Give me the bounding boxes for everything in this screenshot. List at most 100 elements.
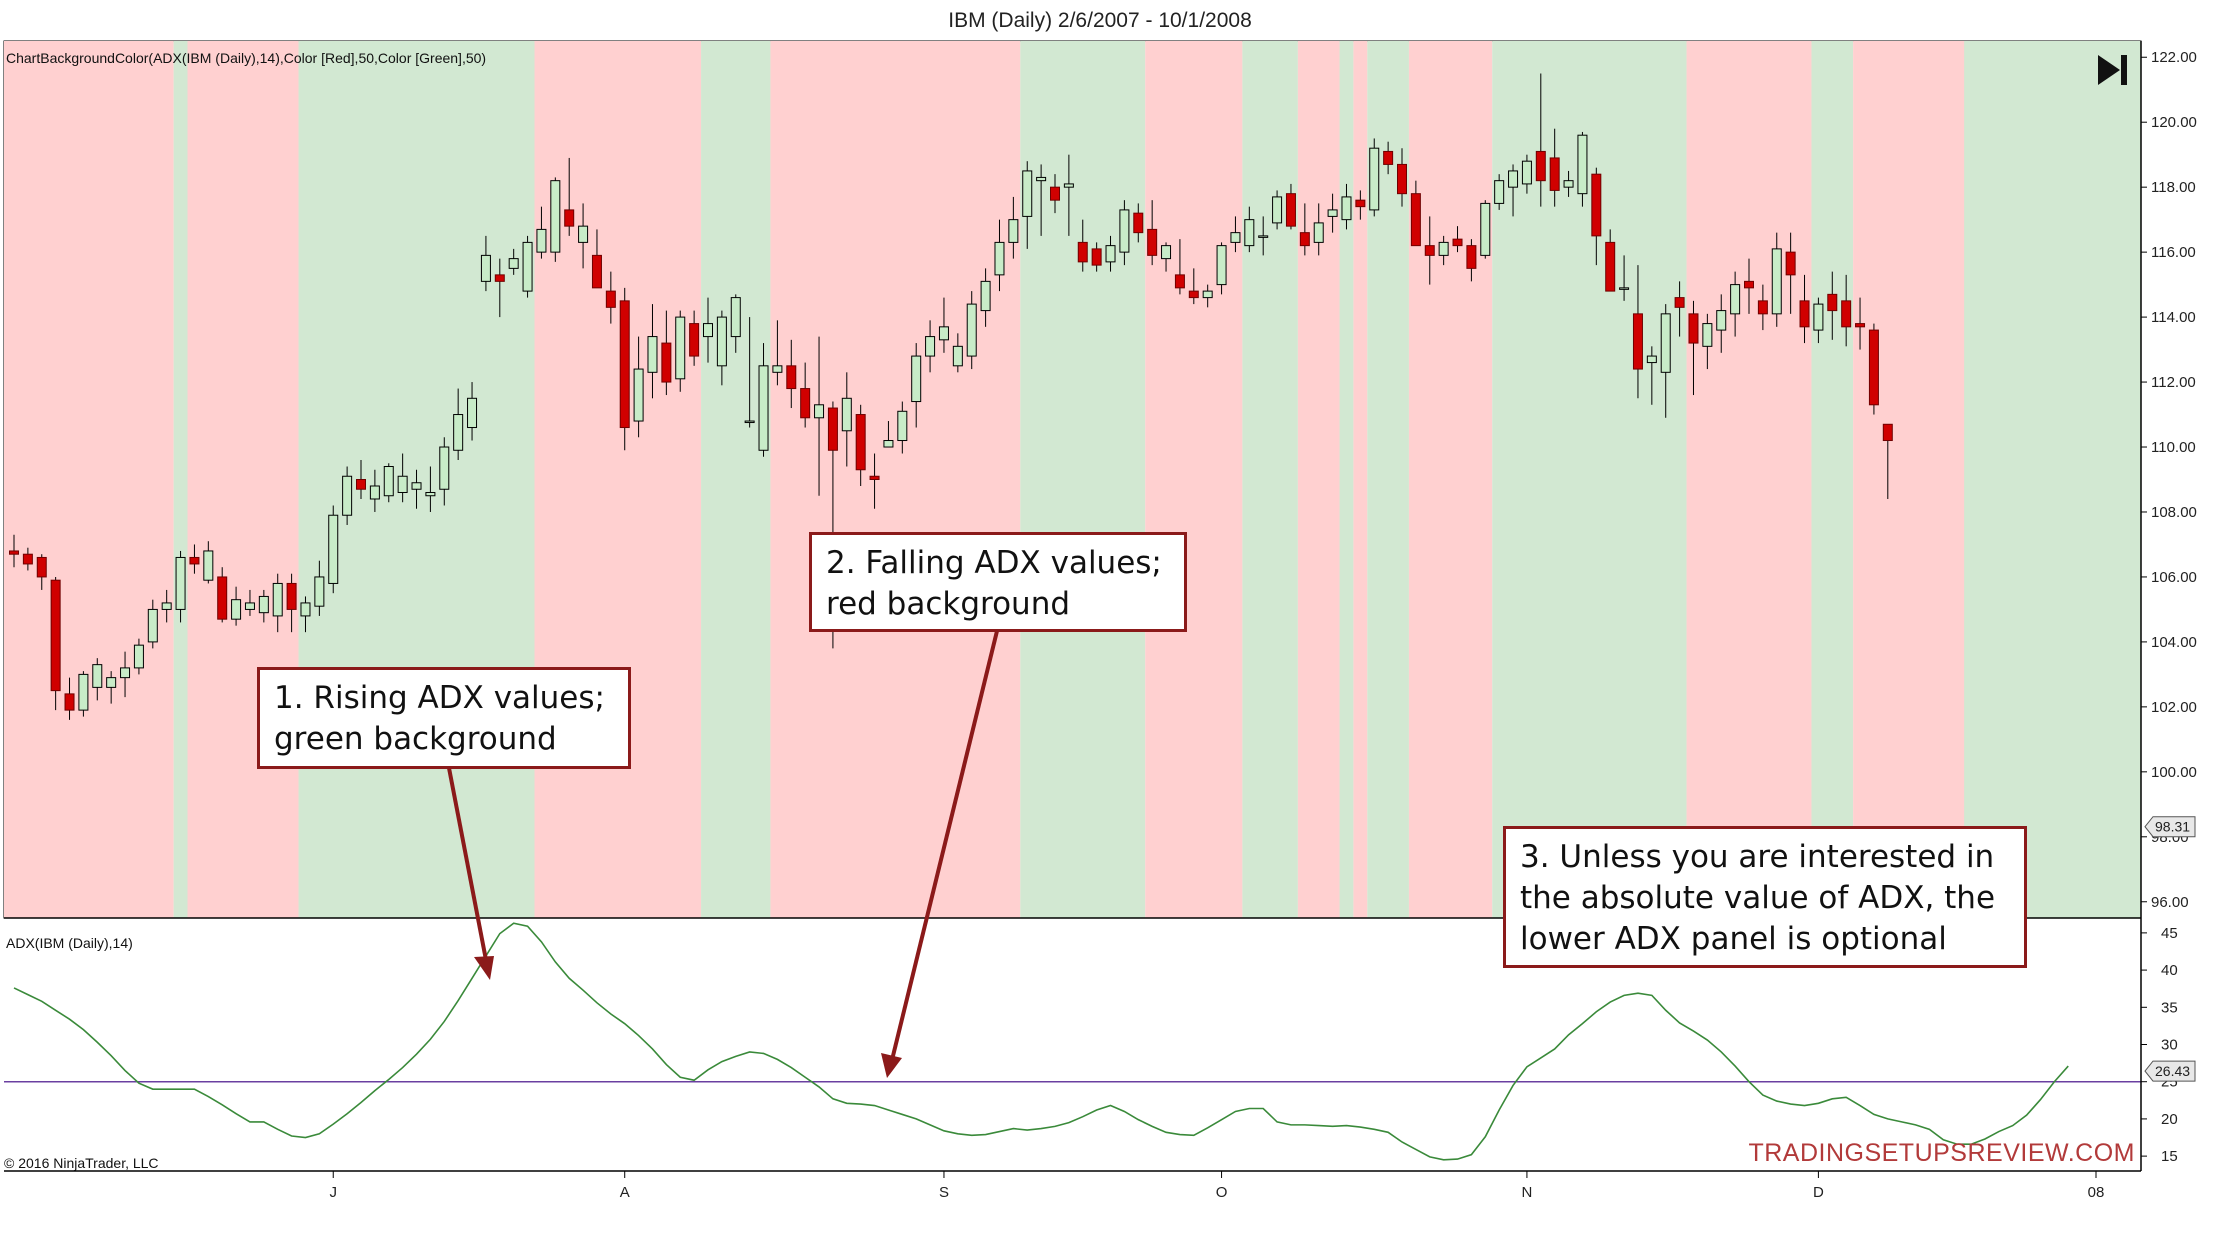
candle-down [800, 388, 811, 419]
background-band-rising [1339, 41, 1354, 918]
candle-up [1063, 183, 1074, 188]
adx-tick-label: 20 [2161, 1111, 2178, 1128]
candle-up [911, 355, 922, 403]
adx-line [13, 922, 2069, 1161]
x-tick-label: S [939, 1184, 949, 1201]
x-tick-label: A [620, 1184, 630, 1201]
background-band-rising [173, 41, 188, 918]
candle-down [1050, 186, 1060, 201]
candle-up [467, 397, 478, 429]
callout-2-line-1: 2. Falling ADX values; [826, 545, 1162, 581]
candle-down [1827, 293, 1838, 312]
candle-down [1757, 300, 1768, 315]
candle-down [1785, 251, 1796, 276]
background-band-falling [534, 41, 702, 918]
candle-down [1591, 173, 1602, 237]
candle-up [383, 466, 394, 497]
candle-up [522, 241, 533, 292]
price-tick-label: 118.00 [2151, 179, 2196, 196]
candle-up [147, 608, 158, 643]
candle-up [1813, 303, 1824, 331]
candle-down [286, 582, 297, 610]
arrow-1-line [447, 767, 488, 961]
candle-up [300, 602, 311, 617]
last-adx-value: 26.43 [2155, 1063, 2190, 1079]
candle-up [133, 644, 144, 669]
candle-up [1216, 245, 1227, 286]
candle-down [1077, 241, 1088, 263]
adx-tick-label: 35 [2161, 999, 2178, 1016]
candle-down [1882, 423, 1893, 442]
callout-rising-adx: 1. Rising ADX values; green background [257, 667, 631, 769]
candle-down [1133, 212, 1144, 234]
candle-up [578, 225, 589, 243]
candle-up [925, 336, 936, 357]
candle-up [1272, 196, 1283, 224]
arrow-2-head [881, 1053, 902, 1078]
copyright: © 2016 NinjaTrader, LLC [4, 1155, 159, 1171]
candle-up [883, 440, 894, 448]
candle-up [272, 582, 283, 617]
candle-down [619, 300, 630, 429]
candle-up [1702, 323, 1713, 347]
candle-up [120, 667, 131, 679]
candle-up [1008, 219, 1019, 243]
candle-down [356, 479, 366, 490]
x-tick-label: N [1521, 1184, 1532, 1201]
x-tick-label: D [1813, 1184, 1824, 1201]
adx-panel [4, 922, 2141, 1161]
candle-down [1799, 300, 1810, 328]
candle-down [50, 579, 61, 692]
candle-up [161, 602, 172, 610]
candle-down [1632, 313, 1643, 370]
price-tick-label: 106.00 [2151, 569, 2197, 586]
candle-up [1730, 284, 1741, 315]
candle-up [730, 297, 741, 338]
candle-down [1549, 157, 1560, 191]
skip-to-end-icon[interactable] [2098, 55, 2127, 85]
candle-up [508, 258, 519, 269]
candle-up [1202, 290, 1213, 299]
candle-down [1091, 248, 1102, 266]
watermark: TRADINGSETUPSREVIEW.COM [1748, 1139, 2135, 1167]
callout-1-line-2: green background [274, 721, 557, 757]
annotation-arrows [447, 630, 999, 1078]
candle-up [244, 602, 255, 610]
candle-up [1244, 219, 1255, 247]
adx-tick-label: 15 [2161, 1148, 2178, 1165]
candle-down [1674, 297, 1685, 308]
indicator-label: ChartBackgroundColor(ADX(IBM (Daily),14)… [6, 50, 486, 66]
candle-up [1119, 209, 1130, 253]
candle-up [536, 228, 547, 253]
candle-up [744, 420, 755, 424]
price-tick-label: 110.00 [2151, 439, 2196, 456]
candle-up [716, 316, 727, 367]
x-tick-label: 08 [2088, 1184, 2105, 1201]
candle-down [1868, 329, 1879, 406]
adx-label: ADX(IBM (Daily),14) [6, 935, 133, 951]
candle-down [9, 550, 19, 555]
candle-down [1174, 274, 1185, 289]
candle-up [397, 475, 408, 493]
callout-2-line-2: red background [826, 586, 1071, 622]
arrow-1-head [474, 956, 494, 980]
last-price-badge [2144, 816, 2196, 838]
candle-down [1383, 150, 1394, 165]
candle-up [772, 365, 783, 373]
candle-down [1466, 245, 1477, 269]
background-band-rising [1242, 41, 1298, 918]
candle-down [1688, 313, 1699, 344]
candle-up [994, 241, 1005, 276]
candle-up [1660, 313, 1671, 373]
candle-up [1494, 180, 1505, 204]
candle-up [1508, 170, 1519, 188]
price-tick-label: 96.00 [2151, 894, 2189, 911]
candle-up [841, 397, 852, 432]
candle-up [106, 677, 117, 688]
candle-up [1619, 287, 1630, 290]
background-band-falling [1686, 41, 1812, 918]
candle-down [22, 553, 33, 565]
x-tick-label: J [329, 1184, 337, 1201]
candle-down [1285, 193, 1296, 227]
